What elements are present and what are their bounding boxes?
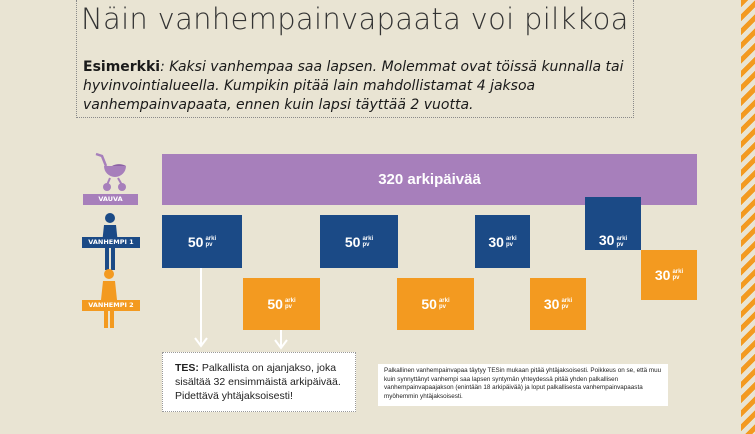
unit-top: arki (362, 235, 374, 242)
block-days: 50 (187, 233, 204, 250)
unit-bottom: pv (561, 304, 569, 310)
unit-bottom: pv (505, 241, 513, 248)
parent2-block: 50 arki pv (243, 278, 320, 330)
intro-body: : Kaksi vanhempaa saa lapsen. Molemmat o… (83, 59, 624, 113)
unit-bottom: pv (438, 304, 446, 310)
unit-top: arki (438, 298, 450, 304)
block-days: 30 (543, 296, 560, 312)
unit-bottom: pv (205, 241, 213, 248)
tes-note: TES: Palkallista on ajanjakso, joka sisä… (162, 352, 356, 412)
parent2-block: 30 arki pv (641, 250, 697, 300)
parent1-block: 30 arki pv (585, 197, 641, 250)
row-label-baby: VAUVA (83, 194, 138, 205)
unit-top: arki (616, 236, 628, 242)
stroller-icon (95, 152, 126, 191)
block-days: 50 (267, 296, 283, 312)
total-days-bar: 320 arkipäivää (162, 154, 697, 205)
row-label-parent2: VANHEMPI 2 (82, 300, 140, 311)
side-note: Palkallinen vanhempainvapaa täytyy TESin… (378, 364, 668, 406)
block-days: 30 (598, 232, 615, 248)
block-days: 50 (421, 296, 437, 312)
tes-text: Palkallista on ajanjakso, joka sisältää … (175, 362, 341, 402)
person-icon (101, 269, 117, 328)
parent1-block: 30 arki pv (475, 215, 530, 268)
block-days: 30 (488, 233, 504, 250)
intro-label: Esimerkki (83, 59, 161, 75)
unit-bottom: pv (616, 242, 624, 248)
unit-top: arki (672, 269, 684, 275)
unit-top: arki (205, 235, 217, 242)
decorative-stripe (741, 0, 755, 434)
unit-top: arki (284, 298, 296, 304)
unit-bottom: pv (672, 275, 680, 281)
unit-bottom: pv (362, 241, 370, 248)
parent1-block: 50 arki pv (320, 215, 398, 268)
row-label-parent1: VANHEMPI 1 (82, 237, 140, 248)
page-title: Näin vanhempainvapaata voi pilkkoa (81, 2, 629, 36)
intro-text: Esimerkki: Kaksi vanhempaa saa lapsen. M… (83, 58, 633, 115)
side-note-text: Palkallinen vanhempainvapaa täytyy TESin… (384, 367, 662, 400)
block-days: 30 (654, 267, 671, 283)
unit-top: arki (561, 298, 573, 304)
arrow-icon (274, 330, 288, 350)
parent2-block: 50 arki pv (397, 278, 474, 330)
unit-top: arki (505, 235, 517, 242)
tes-label: TES: (175, 362, 199, 374)
total-days-label: 320 arkipäivää (378, 171, 481, 188)
arrow-icon (194, 268, 208, 348)
block-days: 50 (344, 233, 361, 250)
parent1-block: 50 arki pv (162, 215, 242, 268)
unit-bottom: pv (284, 304, 292, 310)
parent2-block: 30 arki pv (530, 278, 586, 330)
header-box: Näin vanhempainvapaata voi pilkkoa Esime… (76, 0, 634, 118)
